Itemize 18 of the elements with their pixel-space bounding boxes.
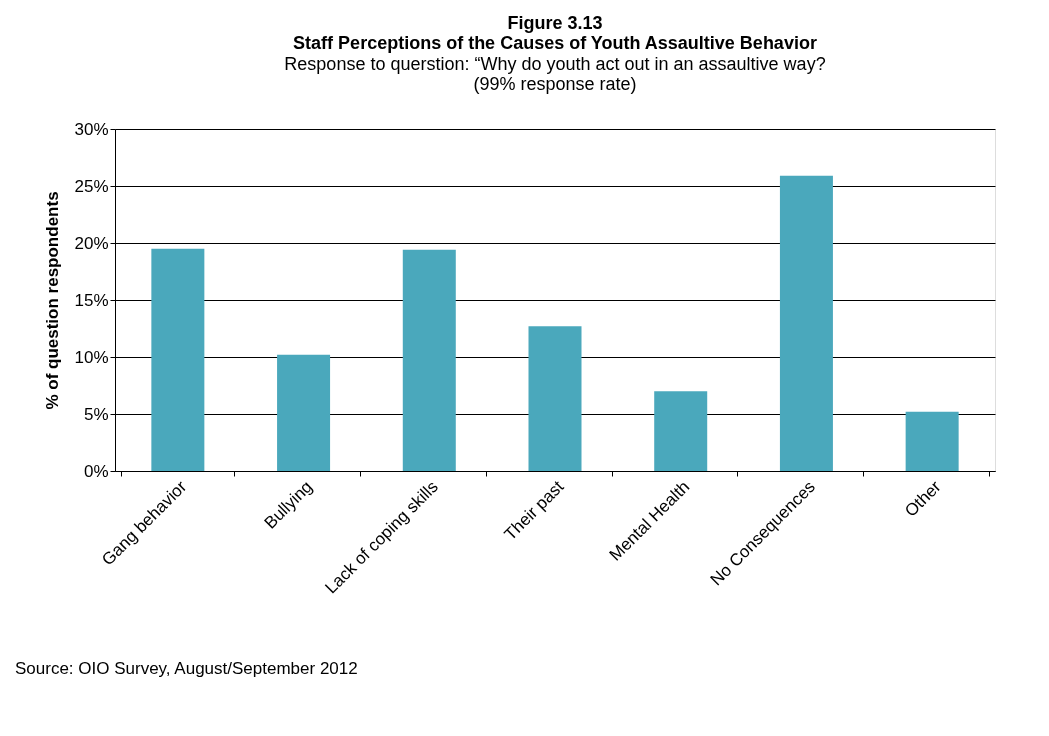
bar (779, 175, 833, 471)
y-tick-label: 5% (83, 404, 109, 424)
y-axis-title: % of question respondents (43, 191, 63, 410)
y-tick-label: 25% (74, 176, 109, 196)
bar (151, 248, 205, 471)
bar (654, 391, 708, 471)
y-tick-label: 0% (83, 461, 109, 481)
y-tick-label: 15% (74, 290, 109, 310)
bar (905, 411, 959, 471)
chart-subtitle: Response to querstion: “Why do youth act out in an assaultive way? (99% response rate) (284, 54, 826, 94)
y-tick-label: 20% (74, 233, 109, 253)
source-note: Source: OIO Survey, August/September 2012 (15, 659, 358, 678)
chart-title: Figure 3.13 Staff Perceptions of the Causes of Youth Assaultive Behavior (293, 13, 817, 53)
bar (277, 354, 331, 471)
bar (528, 326, 582, 471)
bar (402, 249, 456, 471)
y-tick-label: 30% (74, 119, 109, 139)
y-tick-label: 10% (74, 347, 109, 367)
